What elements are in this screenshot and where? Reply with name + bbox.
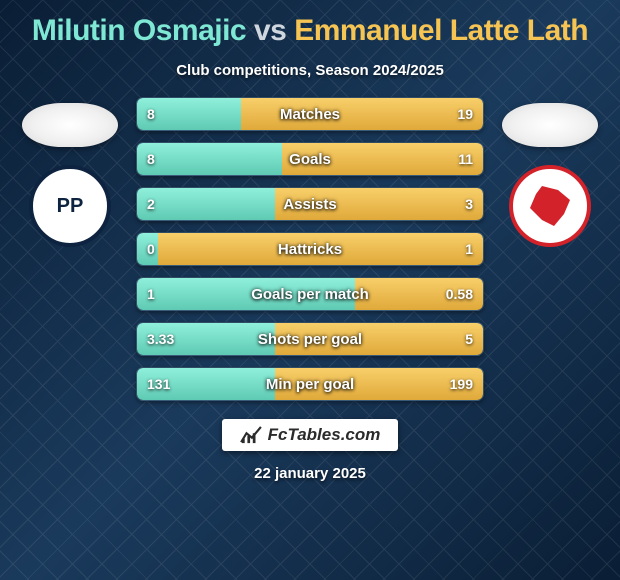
right-value: 11	[458, 143, 473, 175]
team1-crest-icon	[29, 165, 111, 247]
stat-label: Goals per match	[137, 278, 483, 310]
player2-name: Emmanuel Latte Lath	[294, 14, 588, 47]
footer: FcTables.com 22 january 2025	[222, 419, 399, 482]
stat-bar: 0Hattricks1	[136, 232, 484, 266]
site-logo: FcTables.com	[222, 419, 399, 451]
stat-bar: 131Min per goal199	[136, 367, 484, 401]
left-side	[10, 97, 130, 247]
stat-bars: 8Matches198Goals112Assists30Hattricks11G…	[130, 97, 490, 401]
right-value: 3	[465, 188, 473, 220]
stat-label: Shots per goal	[137, 323, 483, 355]
stat-bar: 1Goals per match0.58	[136, 277, 484, 311]
title: Milutin Osmajic vs Emmanuel Latte Lath	[32, 14, 588, 48]
stat-bar: 2Assists3	[136, 187, 484, 221]
stat-label: Hattricks	[137, 233, 483, 265]
right-value: 0.58	[446, 278, 473, 310]
team2-crest-icon	[509, 165, 591, 247]
player1-silhouette-icon	[22, 103, 118, 147]
chart-icon	[240, 426, 262, 444]
right-side	[490, 97, 610, 247]
main-row: 8Matches198Goals112Assists30Hattricks11G…	[10, 97, 610, 401]
subtitle: Club competitions, Season 2024/2025	[176, 62, 444, 79]
stat-label: Matches	[137, 98, 483, 130]
comparison-card: Milutin Osmajic vs Emmanuel Latte Lath C…	[0, 0, 620, 580]
vs-text: vs	[254, 14, 286, 47]
right-value: 199	[450, 368, 473, 400]
stat-bar: 8Matches19	[136, 97, 484, 131]
right-value: 5	[465, 323, 473, 355]
stat-label: Assists	[137, 188, 483, 220]
stat-label: Min per goal	[137, 368, 483, 400]
player2-silhouette-icon	[502, 103, 598, 147]
site-name: FcTables.com	[268, 425, 381, 445]
stat-bar: 3.33Shots per goal5	[136, 322, 484, 356]
right-value: 19	[457, 98, 473, 130]
player1-name: Milutin Osmajic	[32, 14, 246, 47]
stat-bar: 8Goals11	[136, 142, 484, 176]
stat-label: Goals	[137, 143, 483, 175]
right-value: 1	[465, 233, 473, 265]
date: 22 january 2025	[254, 465, 366, 482]
